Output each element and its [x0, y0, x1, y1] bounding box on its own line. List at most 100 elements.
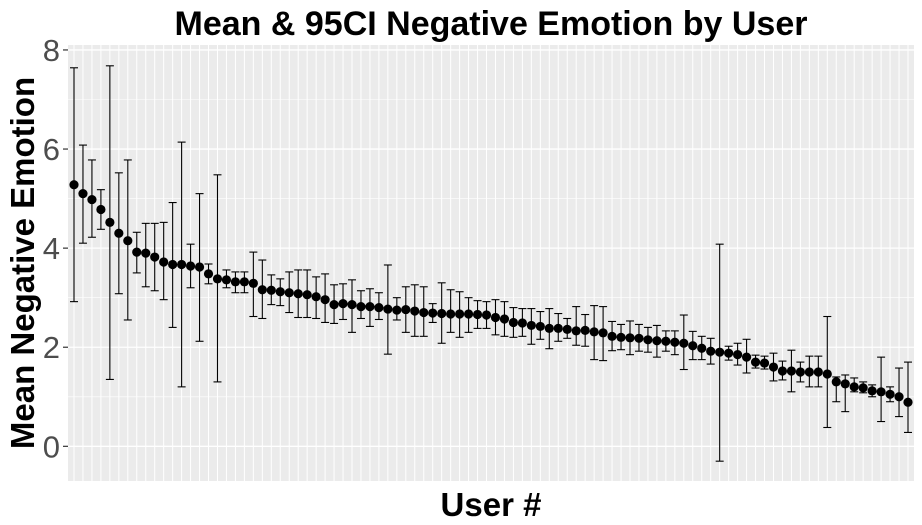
y-tick-label: 2 [43, 330, 60, 365]
data-point [526, 320, 536, 331]
data-point [275, 287, 285, 297]
data-point [159, 257, 169, 267]
data-point [69, 180, 79, 190]
data-point [885, 389, 895, 399]
data-point [903, 397, 913, 407]
data-point [87, 194, 97, 205]
data-point [419, 307, 429, 318]
data-point [535, 321, 545, 332]
data-point [858, 383, 868, 393]
data-point [311, 292, 321, 302]
data-point [141, 248, 151, 258]
data-point [750, 357, 761, 367]
data-point [472, 309, 483, 320]
data-point [374, 302, 384, 313]
data-point [105, 217, 115, 227]
data-point [293, 289, 303, 299]
data-point [670, 337, 680, 347]
data-point [706, 346, 716, 356]
data-point [96, 204, 106, 215]
data-point [284, 288, 294, 298]
y-tick-label: 8 [43, 33, 60, 68]
data-point [724, 348, 734, 358]
data-point [257, 285, 267, 295]
data-point [221, 275, 232, 285]
data-point [455, 309, 465, 319]
data-point [607, 331, 617, 341]
data-point [679, 338, 689, 348]
data-point [840, 379, 850, 389]
data-point [643, 335, 653, 345]
data-point [652, 336, 662, 346]
data-point [114, 228, 124, 238]
data-point [428, 308, 438, 318]
data-point [347, 300, 357, 310]
data-point [661, 336, 671, 346]
data-point [177, 259, 187, 270]
data-point [517, 318, 527, 328]
data-point [813, 367, 823, 377]
data-point [78, 189, 88, 199]
data-point [185, 261, 196, 271]
data-point [392, 305, 402, 315]
data-point [230, 277, 241, 287]
data-point [150, 252, 160, 262]
data-point [867, 386, 877, 396]
data-point [499, 314, 510, 324]
data-point [463, 309, 474, 319]
data-point [508, 317, 519, 328]
error-bar [572, 306, 581, 346]
data-point [203, 269, 214, 279]
y-tick-label: 0 [43, 429, 60, 464]
plot-panel [68, 45, 914, 481]
data-point [329, 300, 339, 310]
error-bar [904, 361, 912, 433]
data-point [302, 290, 312, 300]
data-point [168, 259, 178, 270]
y-axis-label: Mean Negative Emotion [4, 77, 41, 449]
y-tick-label: 4 [43, 231, 60, 266]
data-point [634, 333, 644, 343]
y-tick-label: 6 [43, 132, 60, 167]
data-point [849, 382, 859, 392]
data-point [544, 323, 554, 333]
data-point [266, 285, 276, 295]
data-point [248, 278, 258, 288]
data-point [320, 295, 330, 305]
data-point [410, 306, 420, 316]
y-axis-tick-labels: 0 2 4 6 8 [43, 33, 60, 464]
data-point [437, 308, 447, 319]
data-point [338, 299, 348, 309]
data-point [365, 302, 375, 312]
data-point [697, 343, 707, 353]
data-point [562, 324, 572, 334]
data-point [212, 274, 223, 284]
data-point [239, 277, 249, 287]
data-point [490, 312, 501, 323]
data-point [571, 326, 581, 336]
data-point [356, 302, 366, 312]
data-points [69, 180, 913, 407]
data-point [481, 310, 492, 320]
data-point [401, 304, 411, 315]
data-point [580, 325, 590, 335]
data-point [759, 358, 770, 368]
data-point [894, 392, 904, 402]
x-axis-label: User # [441, 486, 542, 523]
data-point [786, 366, 797, 376]
data-point [804, 367, 814, 377]
data-point [715, 347, 725, 357]
data-point [795, 367, 805, 377]
data-point [446, 309, 456, 319]
data-point [123, 236, 133, 246]
data-point [741, 352, 752, 362]
data-point [132, 247, 142, 257]
data-point [688, 341, 698, 351]
data-point [194, 262, 205, 272]
data-point [733, 350, 743, 360]
data-point [625, 333, 635, 343]
x-gridlines [73, 45, 909, 481]
chart-title: Mean & 95CI Negative Emotion by User [175, 5, 808, 43]
data-point [589, 327, 599, 337]
